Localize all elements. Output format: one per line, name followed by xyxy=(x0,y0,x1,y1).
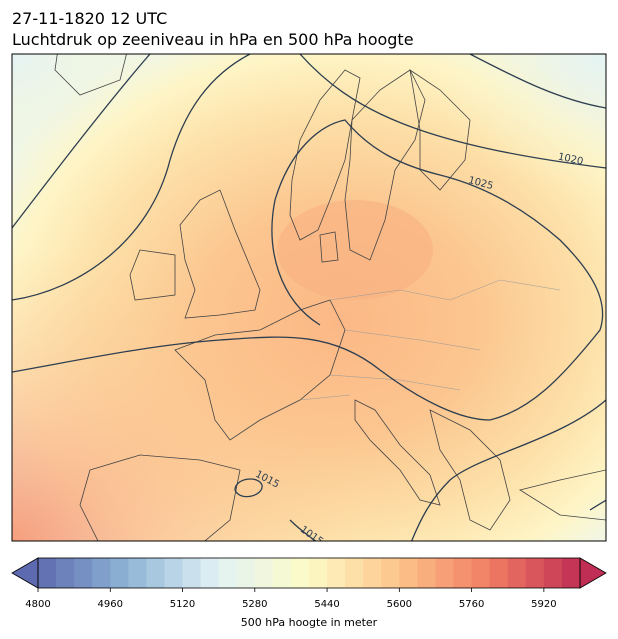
colorbar-bin xyxy=(507,558,527,588)
colorbar-bin xyxy=(38,558,57,588)
colorbar-bin xyxy=(417,558,436,588)
map: 1020 1025 1015 1015 xyxy=(12,54,606,541)
colorbar-tick-label: 4800 xyxy=(25,599,50,610)
colorbar-bin xyxy=(200,558,220,588)
colorbar-bin xyxy=(128,558,147,588)
colorbar-bin xyxy=(453,558,473,588)
colorbar-tick-label: 5120 xyxy=(170,599,195,610)
colorbar-frame xyxy=(37,557,581,589)
colorbar-bin xyxy=(327,558,346,588)
colorbar-extend-high xyxy=(579,557,607,589)
colorbar-tick-label: 5280 xyxy=(242,599,267,610)
colorbar-bin xyxy=(363,558,382,588)
title: 27-11-1820 12 UTC xyxy=(12,9,167,28)
isobar xyxy=(234,478,263,498)
colorbar-extend-low xyxy=(11,557,39,589)
colorbar-bin xyxy=(164,558,184,588)
colorbar-bin xyxy=(471,558,491,588)
colorbar-bin xyxy=(236,558,256,588)
colorbar-bin xyxy=(218,558,238,588)
contour-label: 1020 xyxy=(557,152,584,168)
colorbar-bin xyxy=(489,558,509,588)
colorbar-bin xyxy=(309,558,328,588)
isobar xyxy=(12,54,251,301)
isobar xyxy=(299,54,606,169)
colorbar-bin xyxy=(74,558,93,588)
colorbar-bin xyxy=(543,558,563,588)
colorbar-tick-label: 5920 xyxy=(531,599,556,610)
colorbar-tick-label: 4960 xyxy=(98,599,123,610)
colorbar-bin xyxy=(525,558,545,588)
colorbar-bin xyxy=(182,558,202,588)
colorbar-bin xyxy=(561,558,581,588)
colorbar-bin xyxy=(399,558,418,588)
isobar xyxy=(589,499,606,511)
isobar xyxy=(410,399,606,541)
colorbar-tick-label: 5440 xyxy=(314,599,339,610)
colorbar-tick-label: 5760 xyxy=(459,599,484,610)
colorbar-tick-label: 5600 xyxy=(387,599,412,610)
colorbar-bin xyxy=(381,558,400,588)
colorbar-bin xyxy=(254,558,274,588)
colorbar-bin xyxy=(435,558,455,588)
colorbar-bin xyxy=(56,558,75,588)
isobar xyxy=(289,519,317,541)
colorbar-bin xyxy=(345,558,364,588)
colorbar-bin xyxy=(146,558,165,588)
colorbar-bin xyxy=(272,558,292,588)
colorbar-bin xyxy=(290,558,310,588)
isobar xyxy=(12,119,604,421)
isobar xyxy=(469,54,606,109)
colorbar-label: 500 hPa hoogte in meter xyxy=(241,616,378,629)
isobar xyxy=(12,54,151,229)
colorbar-bin xyxy=(92,558,111,588)
map-frame xyxy=(11,53,607,542)
colorbar: 4800 4960 5120 5280 5440 5600 5760 5920 xyxy=(11,557,607,610)
subtitle: Luchtdruk op zeeniveau in hPa en 500 hPa… xyxy=(12,30,414,49)
colorbar-bin xyxy=(110,558,129,588)
